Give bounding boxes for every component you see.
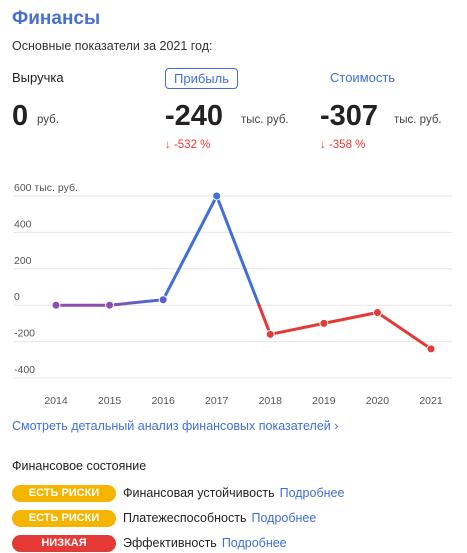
profit-delta: ↓ -532 % xyxy=(165,139,211,151)
series-line xyxy=(108,298,165,307)
fin-row-efficiency: НИЗКАЯ Эффективность Подробнее xyxy=(12,534,287,552)
cost-unit: тыс. руб. xyxy=(394,114,442,126)
profit-unit: тыс. руб. xyxy=(241,114,289,126)
row-label: Финансовая устойчивость xyxy=(123,486,275,500)
y-tick-label: -400 xyxy=(14,364,35,376)
row-label: Эффективность xyxy=(123,536,217,550)
low-badge: НИЗКАЯ xyxy=(12,534,116,552)
data-point xyxy=(426,344,436,354)
data-point xyxy=(51,300,61,310)
x-tick-label: 2016 xyxy=(151,395,175,407)
fin-row-solvency: ЕСТЬ РИСКИ Платежеспособность Подробнее xyxy=(12,509,316,527)
tab-profit[interactable]: Прибыль xyxy=(165,68,238,89)
revenue-label: Выручка xyxy=(12,70,64,85)
more-link[interactable]: Подробнее xyxy=(221,536,287,550)
y-tick-label: 0 xyxy=(14,291,20,303)
data-point xyxy=(319,318,329,328)
x-tick-label: 2021 xyxy=(419,395,443,407)
details-link[interactable]: Смотреть детальный анализ финансовых пок… xyxy=(12,419,339,433)
x-tick-label: 2015 xyxy=(98,395,122,407)
series-line xyxy=(322,310,379,325)
profit-line-chart: 600 тыс. руб. 400 200 0 -200 -400 2014 2015 2016… xyxy=(14,182,452,407)
series-line xyxy=(161,194,219,302)
data-point xyxy=(105,300,115,310)
more-link[interactable]: Подробнее xyxy=(279,486,345,500)
x-tick-label: 2014 xyxy=(44,395,68,407)
revenue-unit: руб. xyxy=(37,114,59,126)
data-point xyxy=(265,329,275,339)
risk-badge: ЕСТЬ РИСКИ xyxy=(12,484,116,502)
x-tick-label: 2017 xyxy=(205,395,229,407)
x-tick-label: 2019 xyxy=(312,395,336,407)
y-tick-label: 200 xyxy=(14,255,32,267)
fin-row-stability: ЕСТЬ РИСКИ Финансовая устойчивость Подро… xyxy=(12,484,344,502)
cost-delta: ↓ -358 % xyxy=(320,139,366,151)
financial-state-heading: Финансовое состояние xyxy=(12,459,147,473)
page-subtitle: Основные показатели за 2021 год: xyxy=(12,39,213,53)
risk-badge: ЕСТЬ РИСКИ xyxy=(12,509,116,527)
more-link[interactable]: Подробнее xyxy=(251,511,317,525)
series-line xyxy=(268,321,326,336)
cost-value: -307 xyxy=(320,100,379,132)
series-line xyxy=(257,303,272,336)
series-line xyxy=(375,310,433,351)
profit-value: -240 xyxy=(165,100,224,132)
x-tick-label: 2018 xyxy=(259,395,283,407)
tab-cost[interactable]: Стоимость xyxy=(330,70,396,85)
page-title: Финансы xyxy=(12,8,101,29)
x-tick-label: 2020 xyxy=(366,395,390,407)
data-point xyxy=(212,191,222,201)
y-tick-label: 600 тыс. руб. xyxy=(14,182,78,194)
revenue-value: 0 xyxy=(12,100,29,132)
data-point xyxy=(372,307,382,317)
data-point xyxy=(158,295,168,305)
series-line xyxy=(215,194,261,307)
y-tick-label: 400 xyxy=(14,218,32,230)
y-tick-label: -200 xyxy=(14,328,35,340)
row-label: Платежеспособность xyxy=(123,511,247,525)
